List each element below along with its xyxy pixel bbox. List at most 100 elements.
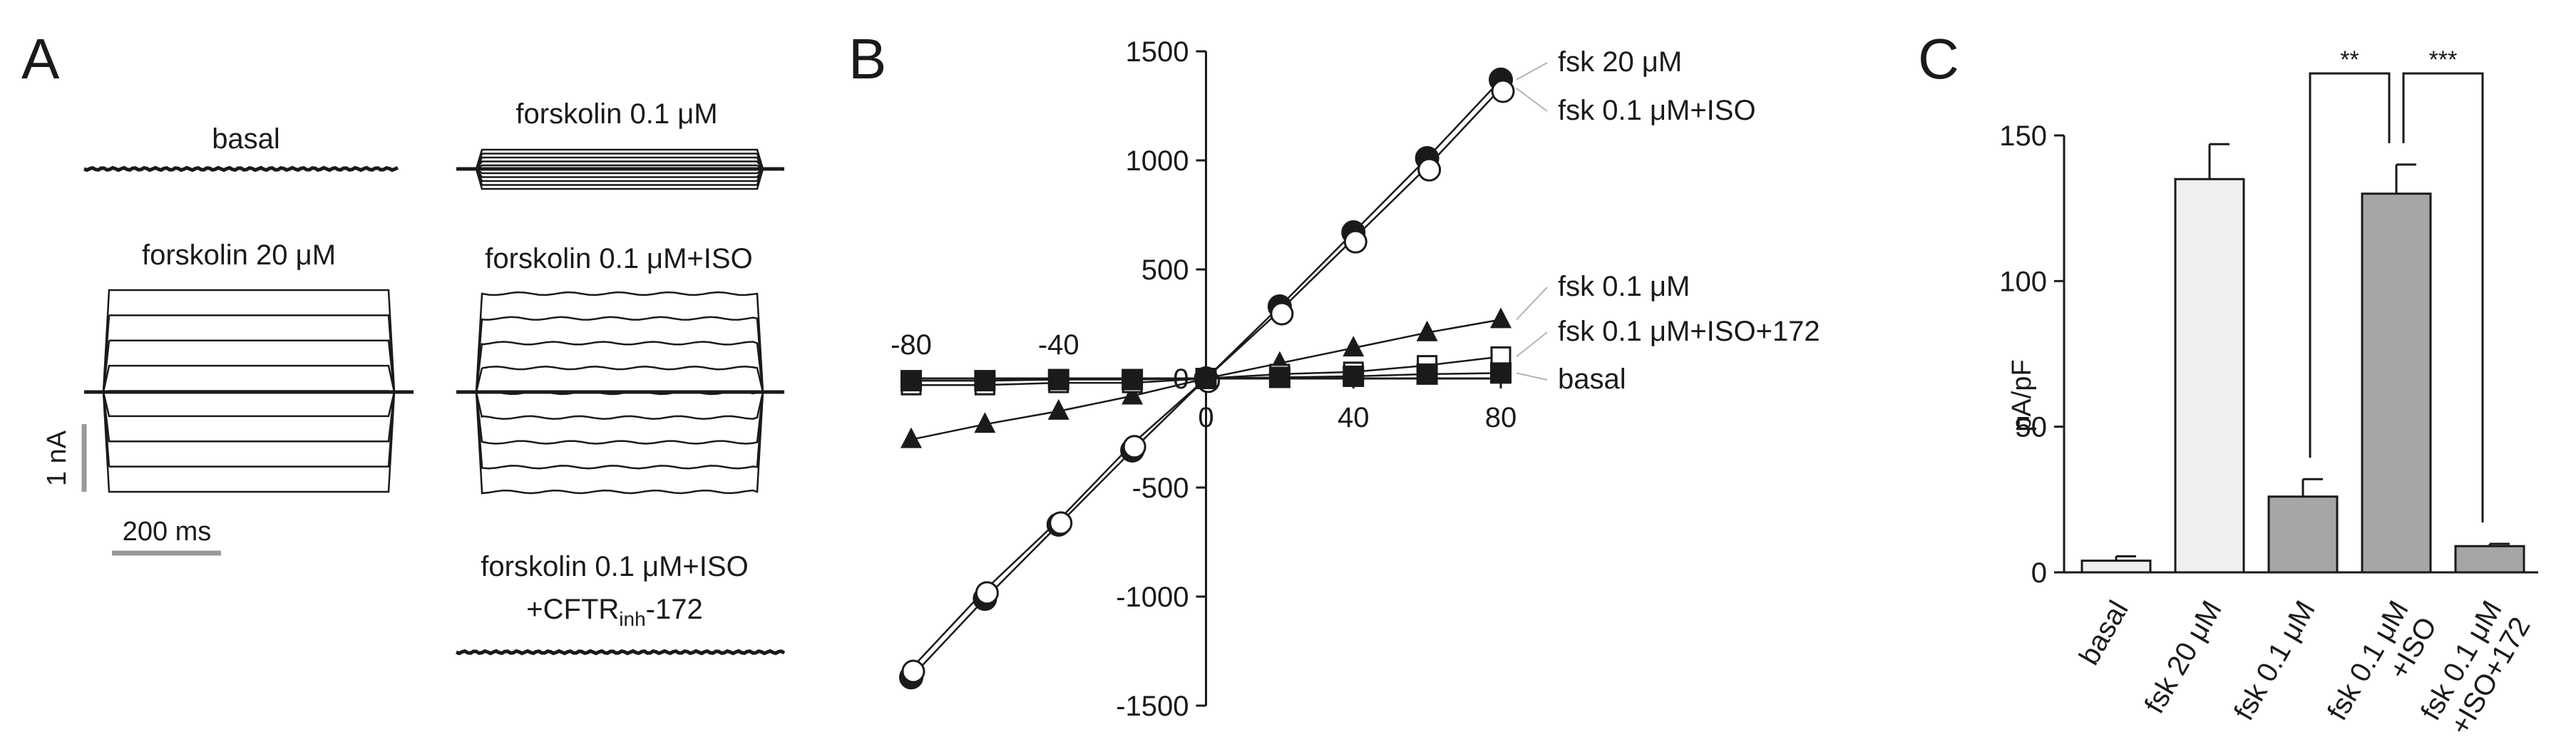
c-bar [2361, 192, 2432, 574]
c-bar [2174, 177, 2245, 574]
b-point [1195, 368, 1217, 389]
trace-sweep [456, 391, 784, 495]
b-x-tick-label: 40 [1338, 402, 1370, 433]
trace-sweep [84, 364, 414, 393]
b-point [1122, 435, 1146, 459]
trace-sweep [456, 168, 784, 182]
b-point [1416, 320, 1438, 341]
current-traces [83, 148, 786, 656]
panel-a-letter: A [21, 27, 60, 91]
c-bar [2454, 545, 2525, 574]
c-category-label: fsk 0.1 μM+ISO+172 [2415, 596, 2537, 737]
trace-sweep [456, 316, 784, 393]
trace-sweep [84, 314, 414, 393]
b-point [1343, 336, 1365, 357]
trace-sweep [456, 168, 784, 175]
trace-label-fsk-0.1-iso-cftrinh: forskolin 0.1 μM+ISO [481, 551, 748, 582]
c-bar [2267, 495, 2339, 574]
b-point [1270, 302, 1294, 326]
c-y-axis-label: pA/pF [2007, 359, 2037, 431]
b-point [1417, 158, 1442, 182]
b-legend-label: fsk 0.1 μM+ISO [1558, 95, 1756, 126]
panel-a-current-traces: basal forskolin 0.1 μM forskolin 20 μM f… [42, 98, 786, 656]
b-point [1343, 230, 1367, 254]
trace-fsk-0.1-iso [456, 291, 784, 495]
c-significance-label: ** [2340, 46, 2359, 73]
b-point [1047, 368, 1069, 391]
b-legend-leader [1516, 372, 1548, 381]
c-significance-bracket [2309, 72, 2391, 458]
c-category-label-line2: +ISO+172 [2444, 612, 2536, 737]
trace-label-fsk-20: forskolin 20 μM [142, 239, 336, 271]
panel-c-bar-chart: pA/pF 0 50 100 150 basal fsk 20 μM fsk 0.1 μM f… [1999, 46, 2538, 737]
b-point [975, 581, 999, 605]
b-x-tick-label: 0 [1198, 402, 1213, 433]
c-category-label-line2: +ISO [2383, 612, 2443, 685]
b-point [901, 659, 925, 684]
c-y-tick-label: 50 [2016, 412, 2048, 443]
trace-sweep [456, 168, 784, 186]
trace-sweep [456, 391, 784, 420]
b-x-tick-label: -80 [891, 329, 932, 361]
trace-sweep [456, 148, 784, 170]
b-legend-label: fsk 20 μM [1558, 46, 1682, 78]
trace-label-fsk-0.1: forskolin 0.1 μM [515, 98, 717, 130]
b-point [1416, 363, 1438, 385]
trace-sweep [456, 156, 784, 170]
b-point [900, 427, 922, 448]
b-legend-leader [1516, 62, 1548, 81]
c-category-label: basal [2073, 596, 2135, 671]
trace-sweep [456, 391, 784, 470]
c-category-label: fsk 20 μM [2139, 596, 2228, 719]
b-legend-label: basal [1558, 364, 1626, 395]
b-point [1343, 365, 1365, 387]
trace-sweep [456, 168, 784, 178]
b-y-tick-label: -500 [1132, 473, 1189, 504]
trace-fsk-0.1-iso-cftrinh [456, 649, 786, 656]
b-y-tick-label: -1500 [1116, 691, 1189, 722]
b-point [1268, 366, 1290, 388]
b-y-tick-label: -1000 [1116, 582, 1189, 613]
trace-sweep [84, 391, 414, 493]
trace-fsk-0.1 [456, 148, 784, 190]
trace-basal [83, 165, 399, 172]
b-legend-label: fsk 0.1 μM [1558, 271, 1690, 302]
c-y-tick-label: 100 [1999, 266, 2047, 297]
trace-sweep [84, 391, 414, 443]
b-point [1490, 362, 1512, 384]
b-x-tick-label: -40 [1038, 329, 1079, 361]
b-point [1049, 511, 1073, 535]
c-significance-bracket [2402, 72, 2484, 522]
trace-sweep [84, 391, 414, 468]
b-point [1122, 383, 1144, 405]
panel-c-letter: C [1918, 27, 1959, 91]
c-significance-label: *** [2429, 46, 2458, 73]
b-point [974, 370, 996, 392]
b-legend-leader [1516, 88, 1548, 112]
c-y-tick-label: 0 [2031, 557, 2047, 589]
b-x-tick-label: 80 [1485, 402, 1517, 433]
b-y-tick-label: 1000 [1126, 145, 1189, 177]
b-y-tick-label: 1500 [1126, 36, 1189, 68]
b-point [974, 412, 996, 433]
b-legend-label: fsk 0.1 μM+ISO+172 [1558, 316, 1820, 347]
trace-sweep [456, 341, 784, 393]
c-y-tick-label: 150 [1999, 120, 2047, 152]
b-point [1491, 79, 1515, 103]
trace-sweep [456, 153, 784, 170]
b-point [1122, 368, 1144, 391]
trace-label-cftrinh-line: +CFTRinh-172 [526, 594, 702, 630]
b-point [1047, 398, 1069, 420]
b-legend-leader [1516, 331, 1548, 358]
b-series [900, 362, 1512, 392]
b-point [1490, 307, 1512, 329]
trace-sweep [456, 391, 784, 445]
trace-sweep [456, 164, 784, 170]
trace-label-fsk-0.1-iso: forskolin 0.1 μM+ISO [485, 243, 752, 274]
trace-sweep [456, 168, 784, 190]
trace-label-basal: basal [212, 123, 280, 155]
trace-sweep [456, 291, 784, 393]
scale-label-time: 200 ms [123, 517, 212, 547]
